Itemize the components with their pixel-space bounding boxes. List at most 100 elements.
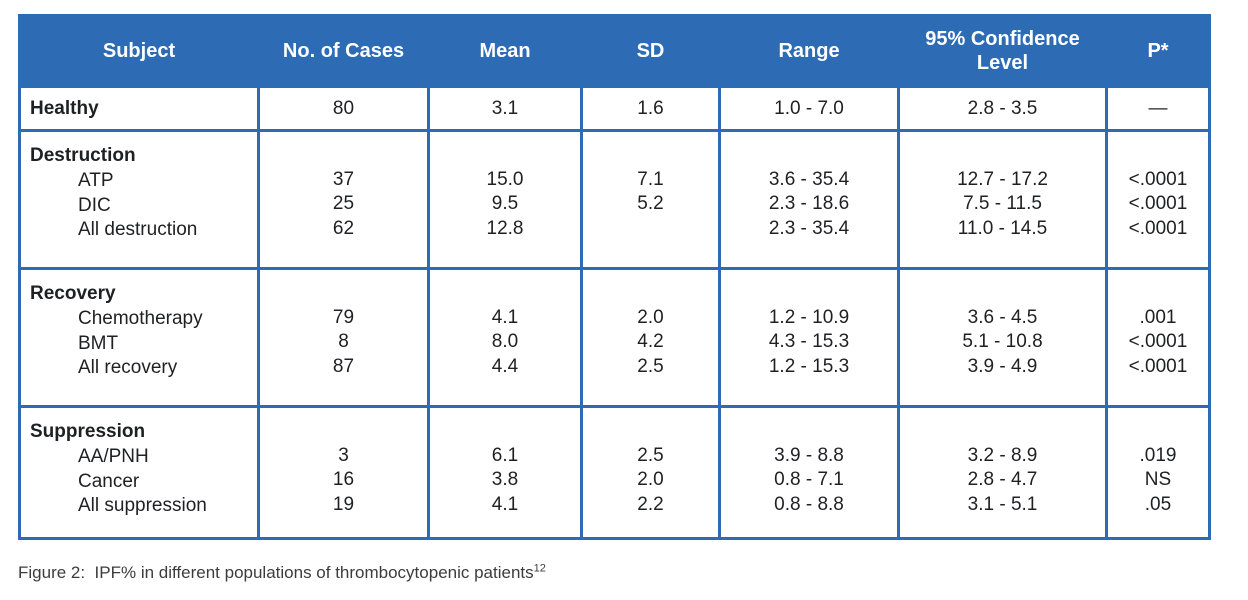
row-p: <.0001 — [1128, 217, 1188, 239]
row-cases: 87 — [332, 355, 355, 377]
row-range: 1.2 - 15.3 — [768, 355, 850, 377]
row-sd: 2.5 — [637, 355, 664, 377]
row-p: <.0001 — [1128, 355, 1188, 377]
cell-mean: 3.1 — [427, 85, 583, 132]
section-label: Suppression — [30, 421, 146, 442]
row-range: 3.9 - 8.8 — [774, 444, 844, 466]
row-range: 2.3 - 35.4 — [768, 217, 850, 239]
cell-cases-group: 37 25 62 — [257, 129, 430, 270]
table-section-destruction: Destruction ATP DIC All destruction 37 2… — [18, 129, 1211, 270]
row-cases: 37 — [332, 168, 355, 190]
row-p: .05 — [1144, 493, 1172, 515]
row-mean: 6.1 — [491, 444, 519, 466]
row-mean: 4.4 — [491, 355, 519, 377]
cell-cases-group: 79 8 87 — [257, 267, 430, 408]
figure-caption-citation: 12 — [533, 562, 546, 575]
row-subject: Chemotherapy — [78, 308, 203, 329]
ipf-populations-table: Subject No. of Cases Mean SD Range 95% C… — [18, 14, 1211, 540]
cell-range-group: 3.6 - 35.4 2.3 - 18.6 2.3 - 35.4 — [718, 129, 900, 270]
cell-ci-group: 12.7 - 17.2 7.5 - 11.5 11.0 - 14.5 — [897, 129, 1108, 270]
row-subject: All recovery — [78, 357, 178, 378]
header-range: Range — [718, 14, 900, 88]
header-mean: Mean — [427, 14, 583, 88]
row-subject: All suppression — [78, 495, 207, 516]
cell-range-group: 1.2 - 10.9 4.3 - 15.3 1.2 - 15.3 — [718, 267, 900, 408]
cell-subject-group: Suppression AA/PNH Cancer All suppressio… — [18, 405, 260, 540]
row-cases: 16 — [332, 469, 355, 490]
figure-caption: Figure 2: IPF% in different populations … — [18, 563, 546, 583]
row-sd: 5.2 — [637, 193, 664, 214]
cell-p: — — [1105, 85, 1211, 132]
cell-cases-group: 3 16 19 — [257, 405, 430, 540]
cell-range: 1.0 - 7.0 — [718, 85, 900, 132]
row-mean: 3.8 — [491, 469, 519, 490]
row-cases: 79 — [332, 306, 355, 328]
row-sd — [583, 217, 718, 242]
header-no-of-cases: No. of Cases — [257, 14, 430, 88]
row-ci: 3.2 - 8.9 — [967, 444, 1038, 466]
cell-mean-group: 4.1 8.0 4.4 — [427, 267, 583, 408]
cell-ci-group: 3.6 - 4.5 5.1 - 10.8 3.9 - 4.9 — [897, 267, 1108, 408]
row-ci: 3.9 - 4.9 — [967, 355, 1038, 377]
header-confidence-level: 95% Confidence Level — [897, 14, 1108, 88]
row-mean: 12.8 — [486, 217, 524, 239]
row-sd: 2.5 — [637, 444, 664, 466]
cell-subject-group: Recovery Chemotherapy BMT All recovery — [18, 267, 260, 408]
row-cases: 62 — [332, 217, 355, 239]
row-cases: 3 — [338, 444, 349, 466]
row-subject: Cancer — [78, 470, 140, 492]
cell-ci-group: 3.2 - 8.9 2.8 - 4.7 3.1 - 5.1 — [897, 405, 1108, 540]
row-range: 0.8 - 8.8 — [774, 493, 844, 515]
row-sd: 4.2 — [637, 331, 664, 352]
row-range: 4.3 - 15.3 — [768, 331, 850, 352]
row-ci: 12.7 - 17.2 — [957, 168, 1048, 190]
row-mean: 8.0 — [491, 331, 519, 352]
row-subject: All destruction — [78, 219, 198, 240]
header-p-value: P* — [1105, 14, 1211, 88]
cell-ci: 2.8 - 3.5 — [897, 85, 1108, 132]
cell-subject: Healthy — [18, 85, 260, 132]
row-ci: 3.6 - 4.5 — [967, 306, 1038, 328]
row-ci: 7.5 - 11.5 — [963, 193, 1042, 214]
row-sd: 2.2 — [637, 493, 664, 515]
row-mean: 9.5 — [491, 193, 519, 214]
header-row: Subject No. of Cases Mean SD Range 95% C… — [18, 14, 1211, 88]
cell-range-group: 3.9 - 8.8 0.8 - 7.1 0.8 - 8.8 — [718, 405, 900, 540]
cell-mean-group: 15.0 9.5 12.8 — [427, 129, 583, 270]
cell-p-group: <.0001 <.0001 <.0001 — [1105, 129, 1211, 270]
row-p: .019 — [1139, 444, 1177, 466]
row-cases: 19 — [332, 493, 355, 515]
row-mean: 15.0 — [486, 168, 524, 190]
section-label: Recovery — [30, 283, 116, 304]
table-row-healthy: Healthy 80 3.1 1.6 1.0 - 7.0 2.8 - 3.5 — — [18, 85, 1211, 132]
cell-cases: 80 — [257, 85, 430, 132]
section-label: Destruction — [30, 145, 136, 166]
cell-sd-group: 2.5 2.0 2.2 — [580, 405, 721, 540]
row-p: .001 — [1139, 306, 1177, 328]
table-section-recovery: Recovery Chemotherapy BMT All recovery 7… — [18, 267, 1211, 408]
cell-mean-group: 6.1 3.8 4.1 — [427, 405, 583, 540]
row-p: <.0001 — [1128, 193, 1188, 214]
figure-caption-text: Figure 2: IPF% in different populations … — [18, 563, 534, 582]
row-subject: AA/PNH — [78, 446, 149, 467]
row-mean: 4.1 — [491, 306, 519, 328]
row-p: NS — [1144, 469, 1172, 490]
row-ci: 3.1 - 5.1 — [967, 493, 1038, 515]
table-header: Subject No. of Cases Mean SD Range 95% C… — [18, 14, 1211, 88]
header-sd: SD — [580, 14, 721, 88]
cell-p-group: .001 <.0001 <.0001 — [1105, 267, 1211, 408]
row-p: <.0001 — [1128, 331, 1188, 352]
row-ci: 5.1 - 10.8 — [962, 331, 1043, 352]
row-subject: DIC — [78, 194, 111, 216]
row-range: 3.6 - 35.4 — [768, 168, 850, 190]
row-range: 1.2 - 10.9 — [768, 306, 850, 328]
row-cases: 8 — [338, 331, 349, 352]
cell-sd-group: 7.1 5.2 — [580, 129, 721, 270]
cell-p-group: .019 NS .05 — [1105, 405, 1211, 540]
row-range: 0.8 - 7.1 — [774, 469, 844, 490]
row-sd: 2.0 — [637, 306, 664, 328]
row-range: 2.3 - 18.6 — [768, 193, 850, 214]
row-cases: 25 — [332, 193, 355, 214]
row-mean: 4.1 — [491, 493, 519, 515]
cell-sd-group: 2.0 4.2 2.5 — [580, 267, 721, 408]
